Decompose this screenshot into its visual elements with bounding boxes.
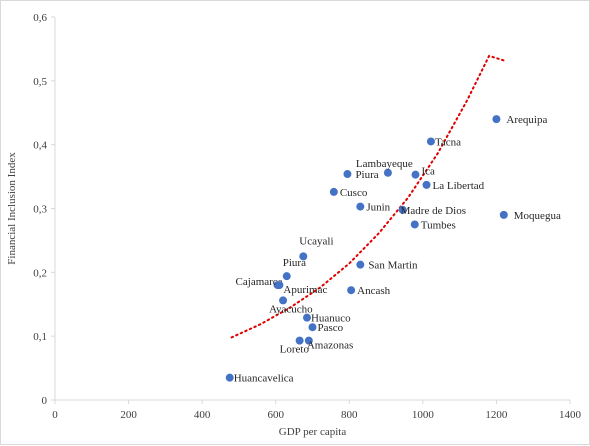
x-tick-label: 600 — [267, 409, 284, 421]
data-point-label: Cusco — [340, 187, 368, 199]
x-axis-title: GDP per capita — [279, 426, 347, 438]
data-point — [398, 205, 407, 214]
y-tick-label: 0,5 — [33, 76, 47, 88]
data-point — [411, 170, 420, 179]
data-point — [356, 260, 365, 269]
data-point — [308, 323, 317, 332]
data-point-label: Moquegua — [514, 210, 561, 222]
y-tick-label: 0,2 — [33, 267, 47, 279]
trend-line — [230, 54, 505, 339]
data-point — [426, 137, 435, 146]
data-point — [282, 272, 291, 281]
data-point — [383, 168, 392, 177]
y-tick-label: 0,4 — [33, 140, 47, 152]
y-tick-label: 0,1 — [33, 331, 47, 343]
data-point-label: Piura — [283, 257, 306, 269]
data-point — [279, 296, 288, 305]
x-tick-label: 1400 — [559, 409, 582, 421]
data-point-label: Ancash — [357, 285, 390, 297]
data-point — [410, 220, 419, 229]
x-tick-label: 1000 — [412, 409, 435, 421]
x-tick-label: 800 — [341, 409, 358, 421]
y-tick-label: 0 — [42, 395, 48, 407]
data-point — [225, 373, 234, 382]
y-tick-label: 0,3 — [33, 204, 47, 216]
data-point — [295, 336, 304, 345]
data-point-label: Piura — [355, 169, 378, 181]
data-point — [499, 210, 508, 219]
data-point — [422, 180, 431, 189]
data-point-label: La Libertad — [433, 180, 485, 192]
x-tick-label: 0 — [52, 409, 58, 421]
data-point — [304, 336, 313, 345]
data-point — [492, 115, 501, 124]
data-point-label: Tumbes — [421, 219, 456, 231]
data-point-label: Ica — [422, 166, 436, 178]
data-point-label: Lambayeque — [356, 158, 413, 170]
data-point-label: San Martin — [368, 260, 418, 272]
data-point-label: Tacna — [435, 136, 461, 148]
data-point — [275, 281, 284, 290]
data-point-label: Loreto — [280, 344, 310, 356]
data-point-label: Apurimac — [283, 284, 327, 296]
y-axis-title: Financial Inclusion Index — [6, 152, 18, 265]
data-point-label: Cajamarca — [236, 276, 283, 288]
data-point — [329, 187, 338, 196]
data-point-label: Ucayali — [299, 235, 333, 247]
data-point — [343, 170, 352, 179]
data-point — [299, 252, 308, 261]
data-point-label: Huancavelica — [234, 373, 294, 385]
data-point — [347, 286, 356, 295]
x-tick-label: 200 — [120, 409, 137, 421]
data-point-label: Ayacucho — [269, 303, 313, 315]
data-point-label: Madre de Dios — [401, 205, 466, 217]
x-tick-label: 400 — [194, 409, 211, 421]
data-point — [356, 202, 365, 211]
y-tick-label: 0,6 — [33, 12, 47, 24]
data-point-label: Huanuco — [311, 313, 351, 325]
data-point-label: Pasco — [318, 322, 344, 334]
data-point-label: Arequipa — [506, 114, 547, 126]
data-point-label: Amazonas — [307, 340, 353, 352]
data-point-label: Junin — [366, 202, 390, 214]
data-point — [302, 313, 311, 322]
x-tick-label: 1200 — [485, 409, 508, 421]
